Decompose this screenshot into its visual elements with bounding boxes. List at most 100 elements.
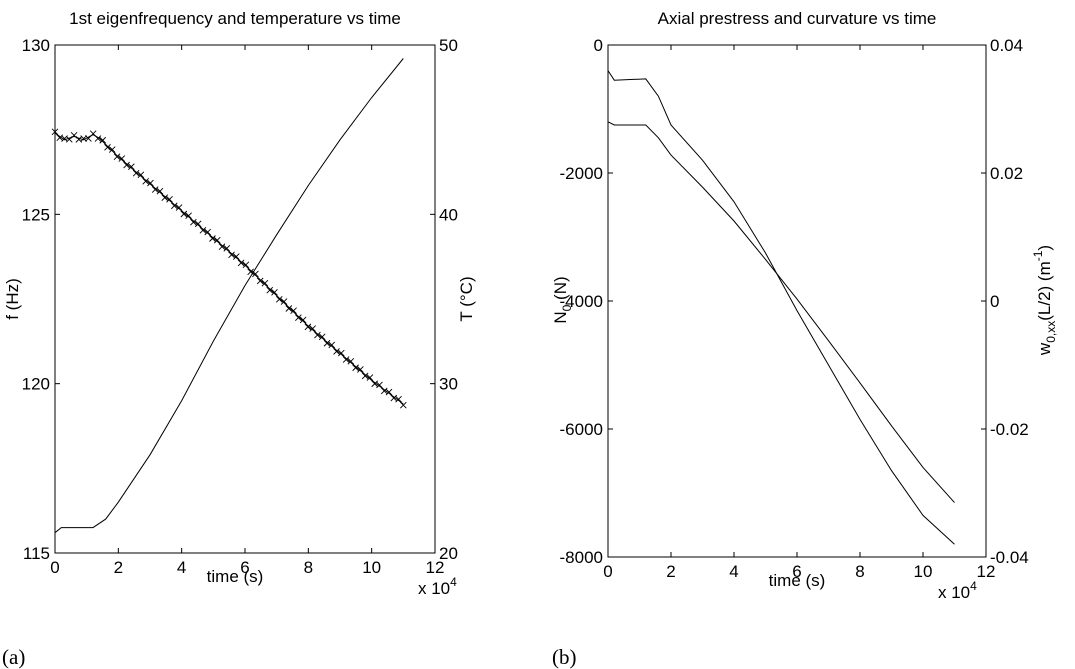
- x-marker: [199, 227, 207, 234]
- x-marker: [261, 279, 269, 287]
- panel-label-a: (a): [2, 645, 25, 669]
- x-marker: [361, 372, 369, 380]
- chart-b: Axial prestress and curvature vs time 0 2…: [551, 9, 1058, 669]
- series-line-1: [54, 132, 404, 405]
- x-marker: [395, 395, 402, 403]
- x-tick-label: 12: [426, 558, 445, 577]
- x-marker: [233, 253, 240, 260]
- x-marker: [51, 128, 59, 136]
- panel-label-b: (b): [552, 645, 577, 669]
- x-marker: [180, 210, 188, 218]
- x-marker: [190, 218, 197, 226]
- chart-a-x-multiplier: x 104: [418, 575, 457, 598]
- x-marker: [94, 135, 102, 142]
- chart-b-right-y-label: w0,xx(L/2) (m-1): [1031, 245, 1058, 356]
- x-tick-label: 10: [914, 562, 933, 581]
- right-tick-label: 50: [439, 36, 458, 55]
- chart-b-plot-area: [607, 44, 987, 558]
- x-marker: [132, 169, 140, 177]
- x-tick-label: 10: [362, 558, 381, 577]
- x-tick-label: 2: [114, 558, 123, 577]
- x-tick-label: 4: [729, 562, 738, 581]
- chart-a-left-ticks: 115 120 125 130: [22, 36, 60, 563]
- x-marker: [204, 228, 212, 236]
- x-marker: [137, 171, 145, 179]
- right-tick-label: 0.02: [990, 164, 1023, 183]
- chart-a-right-ticks: 20 30 40 50: [430, 36, 458, 563]
- x-marker: [357, 366, 364, 373]
- right-tick-label: 20: [439, 544, 458, 563]
- x-marker: [337, 349, 345, 357]
- x-marker: [170, 202, 178, 210]
- x-marker: [223, 245, 231, 252]
- x-marker: [118, 155, 126, 162]
- chart-a-right-y-label: T (°C): [457, 276, 476, 321]
- chart-b-left-y-label: N0 (N): [551, 276, 574, 323]
- left-tick-label: 125: [22, 205, 50, 224]
- x-marker: [275, 296, 283, 303]
- x-tick-label: 12: [977, 562, 996, 581]
- x-marker: [65, 135, 73, 143]
- x-marker: [376, 381, 383, 389]
- chart-a-x-label: time (s): [207, 567, 264, 586]
- x-marker: [347, 357, 355, 365]
- x-marker: [142, 178, 149, 185]
- x-tick-label: 8: [855, 562, 864, 581]
- x-marker: [194, 220, 202, 228]
- x-marker: [147, 179, 154, 187]
- x-marker: [328, 341, 336, 349]
- series-line-2: [607, 121, 955, 503]
- x-marker: [218, 243, 226, 250]
- x-marker: [108, 146, 116, 153]
- x-marker: [228, 251, 235, 259]
- x-marker: [309, 325, 316, 332]
- x-marker: [352, 364, 359, 372]
- left-tick-label: -6000: [560, 420, 603, 439]
- x-marker: [266, 286, 274, 294]
- chart-a-title: 1st eigenfrequency and temperature vs ti…: [69, 9, 401, 28]
- x-tick-label: 0: [50, 558, 59, 577]
- x-marker: [256, 277, 264, 285]
- chart-a: 1st eigenfrequency and temperature vs ti…: [2, 9, 476, 669]
- left-tick-label: 0: [594, 36, 603, 55]
- x-marker: [151, 186, 159, 193]
- x-marker: [333, 348, 340, 355]
- x-marker: [299, 316, 307, 324]
- x-tick-label: 0: [603, 562, 612, 581]
- x-marker: [128, 163, 135, 171]
- chart-a-series: [51, 58, 407, 534]
- x-marker: [156, 187, 164, 195]
- x-marker: [323, 339, 331, 347]
- chart-b-series: [607, 70, 955, 545]
- x-marker: [185, 212, 192, 220]
- left-tick-label: -2000: [560, 164, 603, 183]
- chart-b-left-ticks: -8000 -6000 -4000 -2000 0: [560, 36, 613, 567]
- chart-b-x-multiplier: x 104: [938, 579, 977, 602]
- right-tick-label: 30: [439, 375, 458, 394]
- right-tick-label: -0.02: [990, 420, 1029, 439]
- series-markers-1: [51, 128, 407, 409]
- x-marker: [242, 261, 250, 269]
- x-marker: [209, 235, 216, 242]
- x-marker: [161, 194, 169, 201]
- left-tick-label: 115: [23, 544, 50, 563]
- x-tick-label: 4: [177, 558, 186, 577]
- chart-b-x-label: time (s): [769, 571, 826, 590]
- x-tick-label: 2: [666, 562, 675, 581]
- chart-b-right-ticks: -0.04 -0.02 0 0.02 0.04: [981, 36, 1029, 567]
- x-marker: [366, 374, 374, 381]
- chart-a-left-y-label: f (Hz): [3, 278, 22, 320]
- x-marker: [113, 153, 121, 161]
- left-tick-label: 120: [22, 375, 50, 394]
- left-tick-label: -8000: [560, 548, 603, 567]
- right-tick-label: 0.04: [990, 36, 1023, 55]
- x-marker: [304, 323, 312, 331]
- x-marker: [104, 144, 111, 151]
- right-tick-label: 0: [990, 292, 999, 311]
- x-marker: [70, 131, 78, 139]
- left-tick-label: 130: [22, 36, 50, 55]
- x-marker: [318, 333, 326, 341]
- chart-a-x-ticks: 0 2 4 6 8 10 12: [50, 45, 444, 577]
- x-tick-label: 8: [304, 558, 313, 577]
